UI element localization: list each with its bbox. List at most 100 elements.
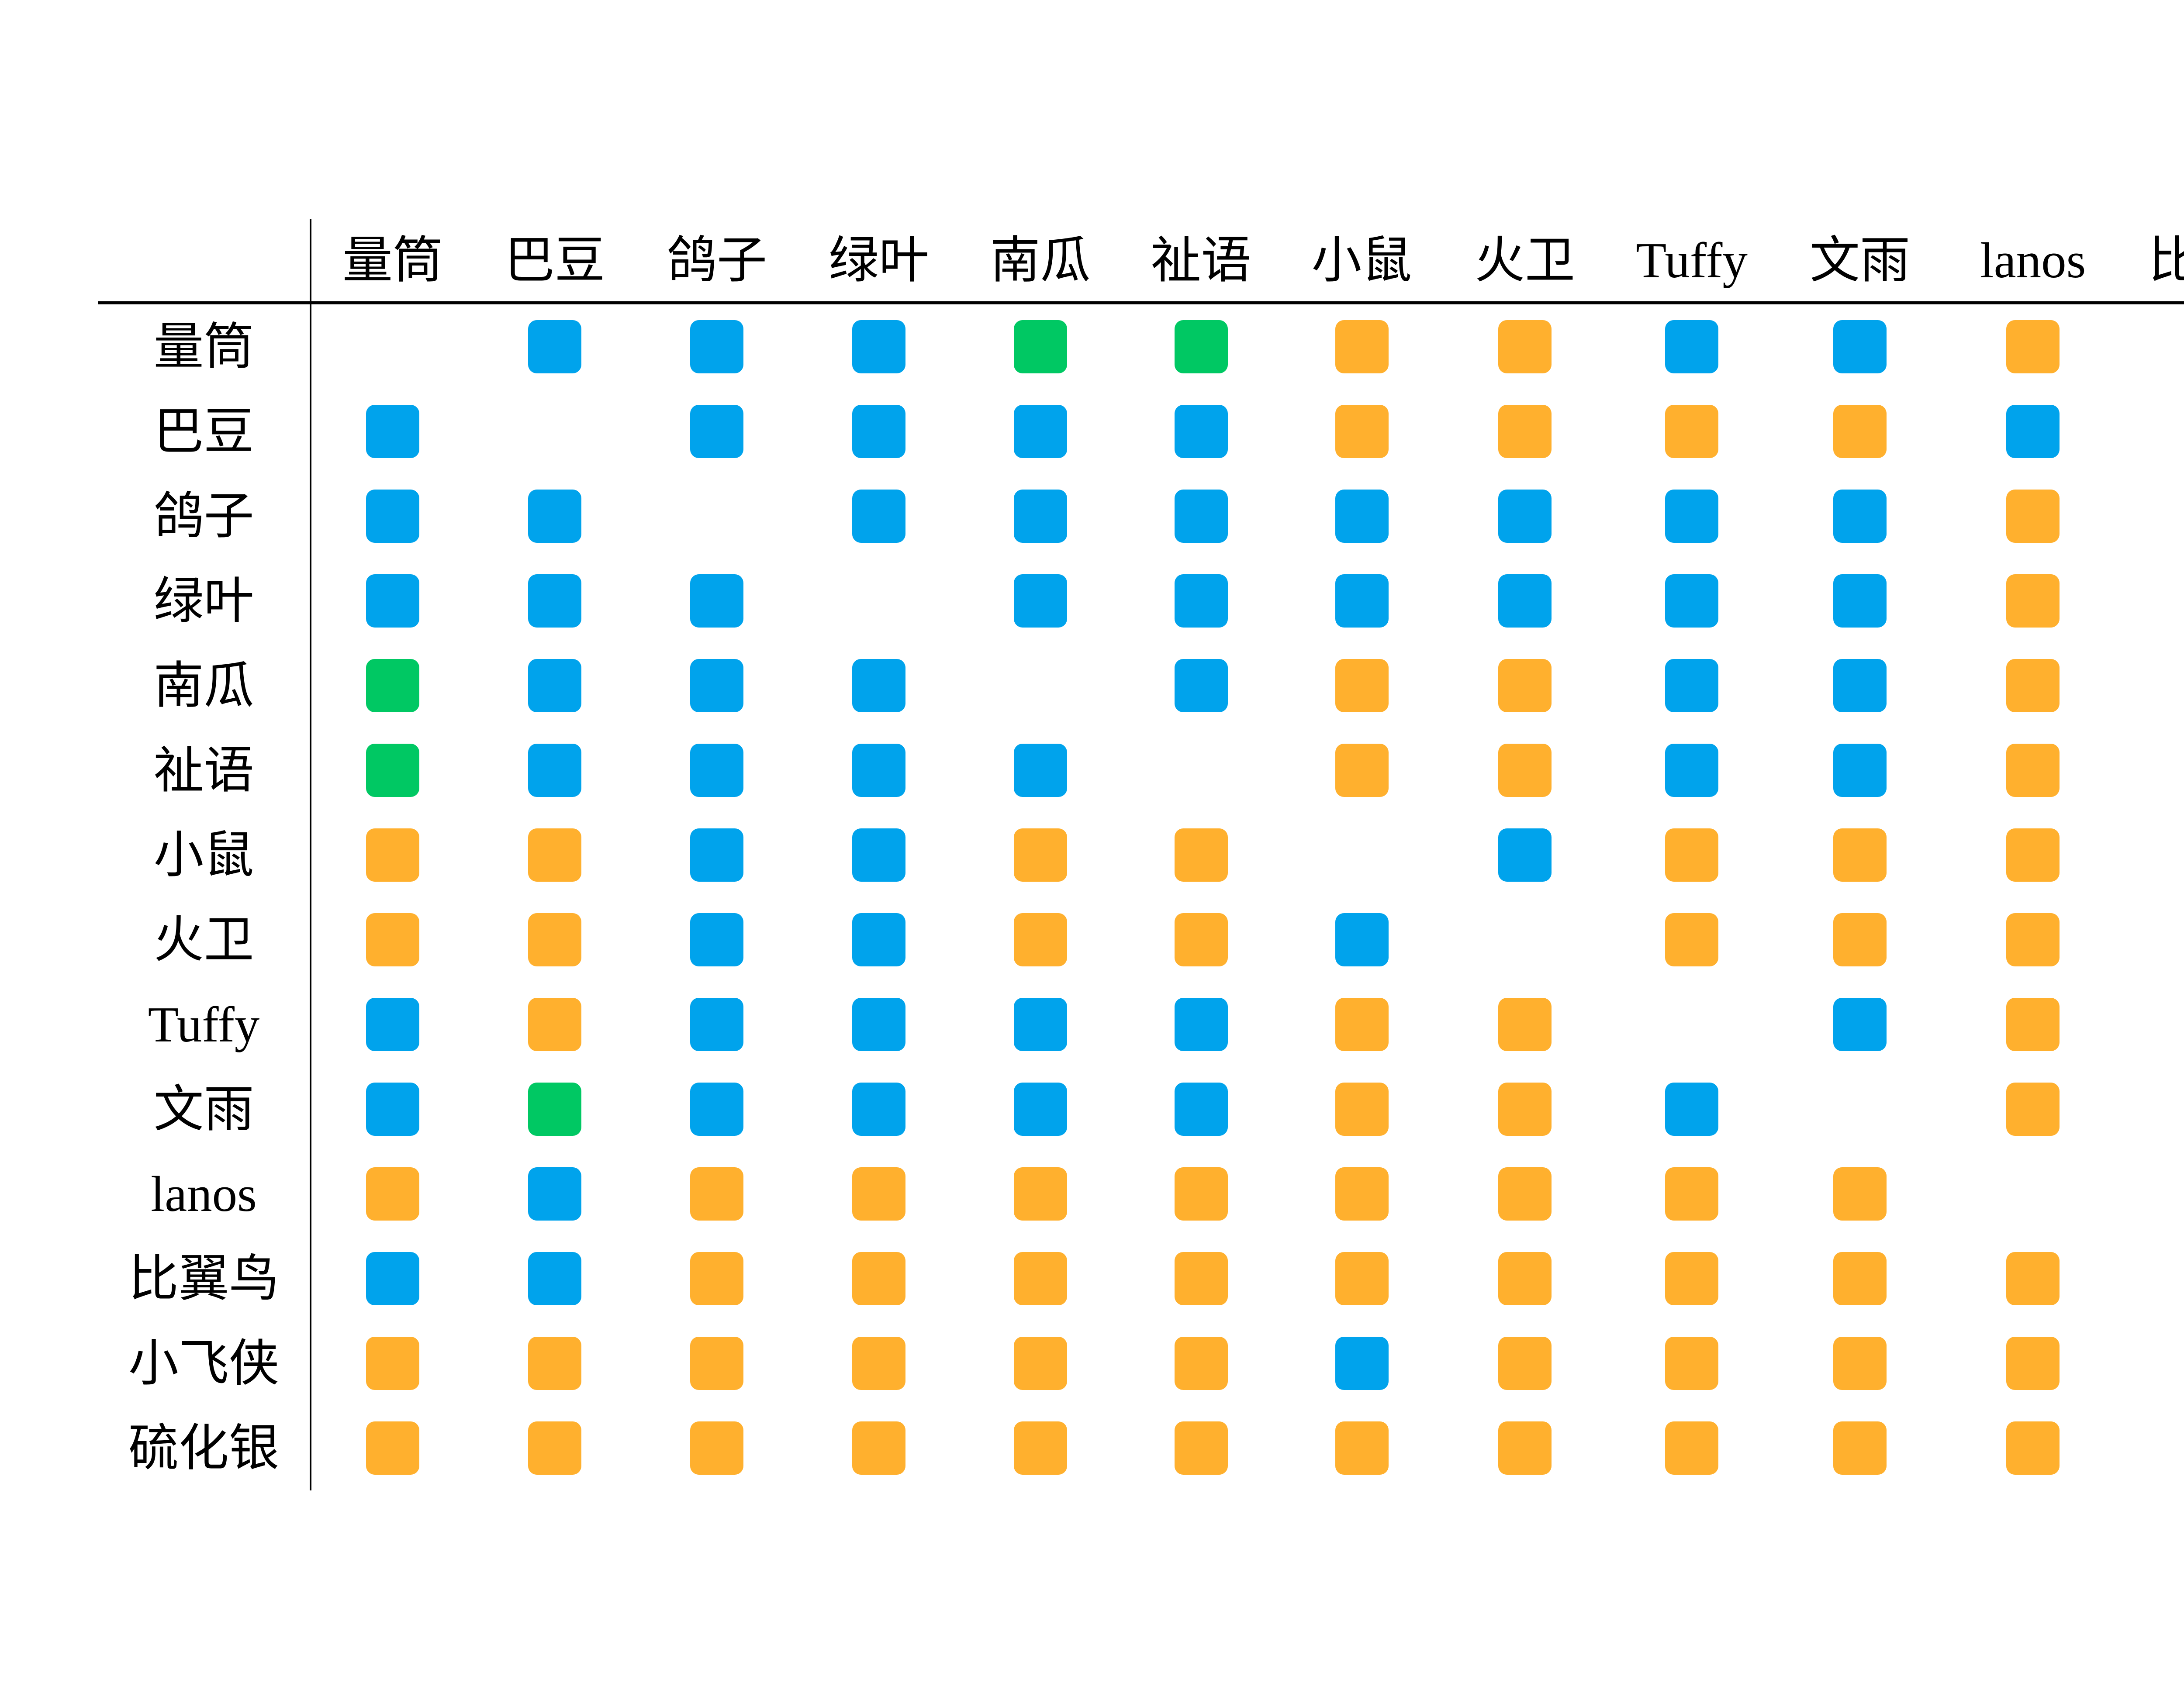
cell-祉语-vs-量筒 <box>311 728 474 813</box>
loss-square <box>1498 659 1552 712</box>
cell-Tuffy-vs-量筒 <box>311 982 474 1067</box>
win-square <box>852 405 905 458</box>
cell-鸽子-vs-祉语 <box>1121 474 1281 559</box>
win-square <box>690 405 743 458</box>
loss-square <box>1665 913 1718 966</box>
loss-square <box>2006 913 2060 966</box>
win-square <box>528 744 581 797</box>
cell-火卫-vs-祉语 <box>1121 897 1281 982</box>
win-square <box>1498 490 1552 543</box>
loss-square <box>1498 1337 1552 1390</box>
win-square <box>690 998 743 1051</box>
cell-鸽子-vs-巴豆 <box>474 474 636 559</box>
win-square <box>852 320 905 373</box>
cell-文雨-vs-鸽子 <box>636 1067 798 1152</box>
cell-比翼鸟-vs-小鼠 <box>1281 1236 1442 1321</box>
cell-火卫-vs-南瓜 <box>960 897 1121 982</box>
row-header-Tuffy: Tuffy <box>98 982 311 1067</box>
win-square <box>1833 490 1887 543</box>
cell-南瓜-vs-Tuffy <box>1607 643 1776 728</box>
cell-祉语-vs-南瓜 <box>960 728 1121 813</box>
cell-硫化银-vs-Tuffy <box>1607 1406 1776 1490</box>
loss-square <box>1335 1083 1389 1136</box>
loss-square <box>1498 1167 1552 1221</box>
loss-square <box>852 1252 905 1305</box>
cell-小飞侠-vs-巴豆 <box>474 1321 636 1406</box>
cell-lanos-vs-绿叶 <box>798 1152 960 1236</box>
cell-比翼鸟-vs-比翼鸟 <box>2122 1236 2184 1321</box>
loss-square <box>1833 828 1887 882</box>
cell-比翼鸟-vs-绿叶 <box>798 1236 960 1321</box>
win-square <box>1335 574 1389 628</box>
cell-祉语-vs-火卫 <box>1442 728 1607 813</box>
cell-量筒-vs-文雨 <box>1776 304 1944 389</box>
cell-小鼠-vs-祉语 <box>1121 813 1281 897</box>
cell-lanos-vs-Tuffy <box>1607 1152 1776 1236</box>
cell-文雨-vs-文雨 <box>1776 1067 1944 1152</box>
loss-square <box>528 1337 581 1390</box>
loss-square <box>1174 1421 1228 1475</box>
cell-量筒-vs-Tuffy <box>1607 304 1776 389</box>
column-header-小鼠: 小鼠 <box>1281 219 1442 304</box>
cell-硫化银-vs-lanos <box>1944 1406 2122 1490</box>
cell-巴豆-vs-鸽子 <box>636 389 798 474</box>
win-square <box>852 744 905 797</box>
cell-Tuffy-vs-小鼠 <box>1281 982 1442 1067</box>
cell-文雨-vs-Tuffy <box>1607 1067 1776 1152</box>
loss-square <box>690 1421 743 1475</box>
cell-绿叶-vs-鸽子 <box>636 559 798 643</box>
cell-火卫-vs-小鼠 <box>1281 897 1442 982</box>
cell-文雨-vs-小鼠 <box>1281 1067 1442 1152</box>
cell-绿叶-vs-比翼鸟 <box>2122 559 2184 643</box>
cell-文雨-vs-比翼鸟 <box>2122 1067 2184 1152</box>
cell-南瓜-vs-绿叶 <box>798 643 960 728</box>
cell-lanos-vs-小鼠 <box>1281 1152 1442 1236</box>
cell-小鼠-vs-巴豆 <box>474 813 636 897</box>
win-square <box>1174 1083 1228 1136</box>
win-square <box>1013 1083 1067 1136</box>
loss-square <box>1174 913 1228 966</box>
win-square <box>1665 659 1718 712</box>
win-square <box>690 828 743 882</box>
cell-巴豆-vs-巴豆 <box>474 389 636 474</box>
cell-Tuffy-vs-巴豆 <box>474 982 636 1067</box>
cell-鸽子-vs-文雨 <box>1776 474 1944 559</box>
cell-绿叶-vs-Tuffy <box>1607 559 1776 643</box>
loss-square <box>1013 1252 1067 1305</box>
cell-绿叶-vs-南瓜 <box>960 559 1121 643</box>
cell-火卫-vs-火卫 <box>1442 897 1607 982</box>
loss-square <box>1833 913 1887 966</box>
cell-硫化银-vs-比翼鸟 <box>2122 1406 2184 1490</box>
loss-square <box>1665 828 1718 882</box>
cell-绿叶-vs-祉语 <box>1121 559 1281 643</box>
loss-square <box>366 1337 419 1390</box>
loss-square <box>1174 828 1228 882</box>
loss-square <box>1498 1252 1552 1305</box>
loss-square <box>2006 744 2060 797</box>
column-header-量筒: 量筒 <box>311 219 474 304</box>
cell-祉语-vs-Tuffy <box>1607 728 1776 813</box>
cell-鸽子-vs-lanos <box>1944 474 2122 559</box>
cell-祉语-vs-鸽子 <box>636 728 798 813</box>
win-square <box>1174 998 1228 1051</box>
win-square <box>852 1083 905 1136</box>
draw-square <box>528 1083 581 1136</box>
loss-square <box>1498 1083 1552 1136</box>
cell-巴豆-vs-文雨 <box>1776 389 1944 474</box>
column-header-火卫: 火卫 <box>1442 219 1607 304</box>
loss-square <box>2006 574 2060 628</box>
win-square <box>528 659 581 712</box>
cell-巴豆-vs-lanos <box>1944 389 2122 474</box>
cell-比翼鸟-vs-祉语 <box>1121 1236 1281 1321</box>
win-square <box>1665 490 1718 543</box>
cell-巴豆-vs-祉语 <box>1121 389 1281 474</box>
win-square <box>1833 574 1887 628</box>
cell-火卫-vs-绿叶 <box>798 897 960 982</box>
cell-小飞侠-vs-量筒 <box>311 1321 474 1406</box>
column-header-Tuffy: Tuffy <box>1607 219 1776 304</box>
cell-鸽子-vs-火卫 <box>1442 474 1607 559</box>
column-header-比翼鸟: 比翼鸟 <box>2122 219 2184 304</box>
loss-square <box>1335 320 1389 373</box>
win-square <box>1833 744 1887 797</box>
cell-Tuffy-vs-绿叶 <box>798 982 960 1067</box>
